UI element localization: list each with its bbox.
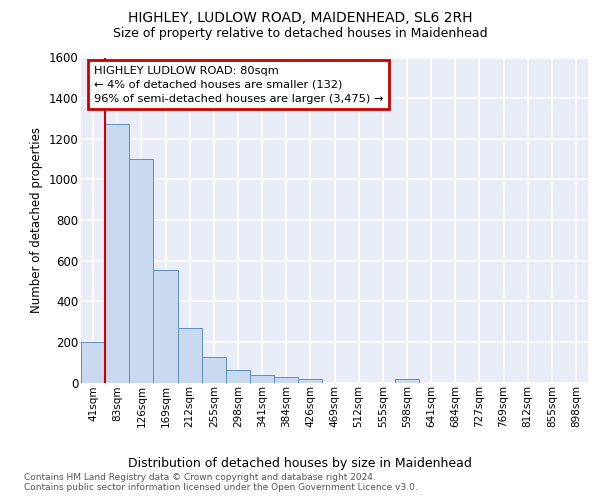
Bar (154, 270, 178, 382)
Bar (129, 159, 154, 382)
Bar (202, 357, 226, 382)
Y-axis label: Number of detached properties: Number of detached properties (30, 127, 43, 313)
Text: HIGHLEY LUDLOW ROAD: 80sqm
← 4% of detached houses are smaller (132)
96% of semi: HIGHLEY LUDLOW ROAD: 80sqm ← 4% of detac… (94, 66, 383, 104)
Bar (298, 380, 322, 382)
Text: HIGHLEY, LUDLOW ROAD, MAIDENHEAD, SL6 2RH: HIGHLEY, LUDLOW ROAD, MAIDENHEAD, SL6 2R… (128, 11, 472, 25)
Text: Size of property relative to detached houses in Maidenhead: Size of property relative to detached ho… (113, 28, 487, 40)
Text: Contains HM Land Registry data © Crown copyright and database right 2024.
Contai: Contains HM Land Registry data © Crown c… (24, 472, 418, 492)
Bar (178, 328, 202, 382)
Bar (81, 342, 105, 382)
Text: Distribution of detached houses by size in Maidenhead: Distribution of detached houses by size … (128, 458, 472, 470)
Bar (250, 376, 274, 382)
Bar (395, 380, 419, 382)
Bar (226, 370, 250, 382)
Bar (274, 378, 298, 382)
Bar (105, 124, 129, 382)
